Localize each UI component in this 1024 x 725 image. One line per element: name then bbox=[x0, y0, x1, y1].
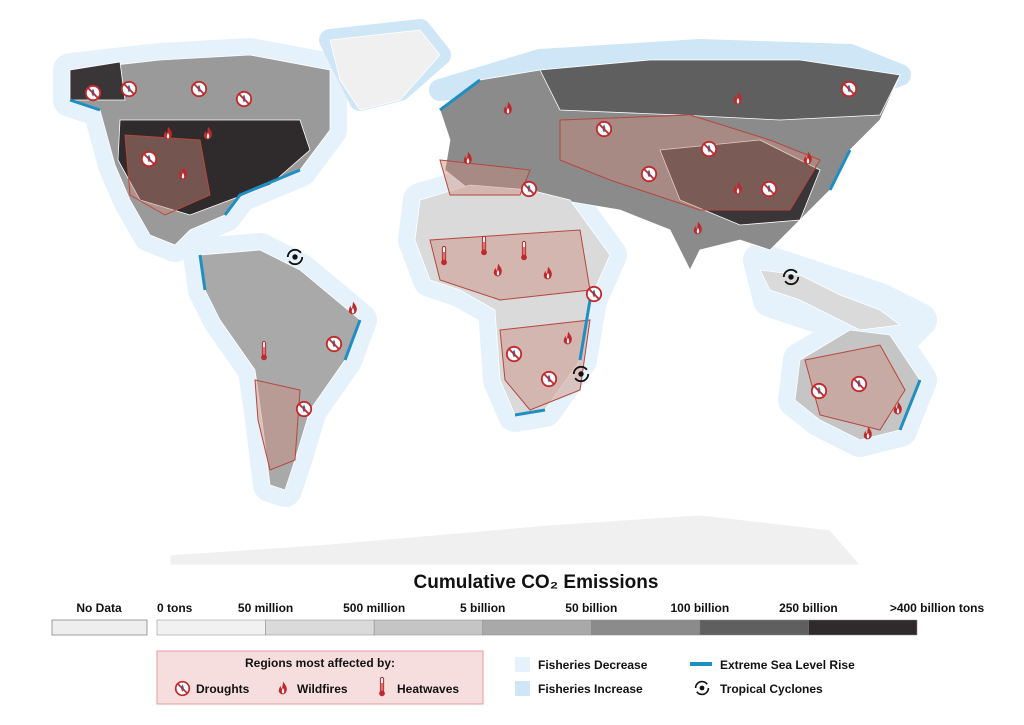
fisheries-decrease-swatch bbox=[515, 657, 530, 672]
scale-swatch bbox=[591, 619, 701, 636]
emission-scale: No Data 0 tons 50 million 500 million 5 bill… bbox=[51, 601, 985, 636]
legend-label: Heatwaves bbox=[397, 682, 459, 696]
scale-label: 50 million bbox=[238, 601, 293, 615]
regions-legend-title: Regions most affected by: bbox=[245, 656, 395, 670]
no-data-swatch bbox=[51, 619, 148, 636]
scale-swatch bbox=[482, 619, 592, 636]
scale-label: 500 million bbox=[343, 601, 405, 615]
regions-legend-box bbox=[156, 650, 484, 705]
scale-swatch bbox=[699, 619, 809, 636]
scale-label: 50 billion bbox=[565, 601, 617, 615]
scale-swatch bbox=[156, 619, 266, 636]
legend-label: Droughts bbox=[196, 682, 250, 696]
legend-label: Tropical Cyclones bbox=[720, 682, 823, 696]
scale-label: >400 billion tons bbox=[890, 601, 985, 615]
legend-title: Cumulative CO₂ Emissions bbox=[414, 572, 659, 593]
scale-swatch bbox=[373, 619, 483, 636]
legend-label: Fisheries Decrease bbox=[538, 658, 648, 672]
fisheries-increase-swatch bbox=[515, 681, 530, 696]
scale-swatch bbox=[265, 619, 375, 636]
scale-label: No Data bbox=[76, 601, 122, 615]
legend-label: Extreme Sea Level Rise bbox=[720, 658, 855, 672]
scale-label: 5 billion bbox=[460, 601, 505, 615]
scale-swatch bbox=[808, 619, 918, 636]
legend-label: Wildfires bbox=[297, 682, 348, 696]
scale-label: 250 billion bbox=[779, 601, 838, 615]
scale-label: 100 billion bbox=[671, 601, 730, 615]
scale-label: 0 tons bbox=[157, 601, 193, 615]
legend-label: Fisheries Increase bbox=[538, 682, 643, 696]
sea-level-rise bbox=[69, 78, 922, 431]
